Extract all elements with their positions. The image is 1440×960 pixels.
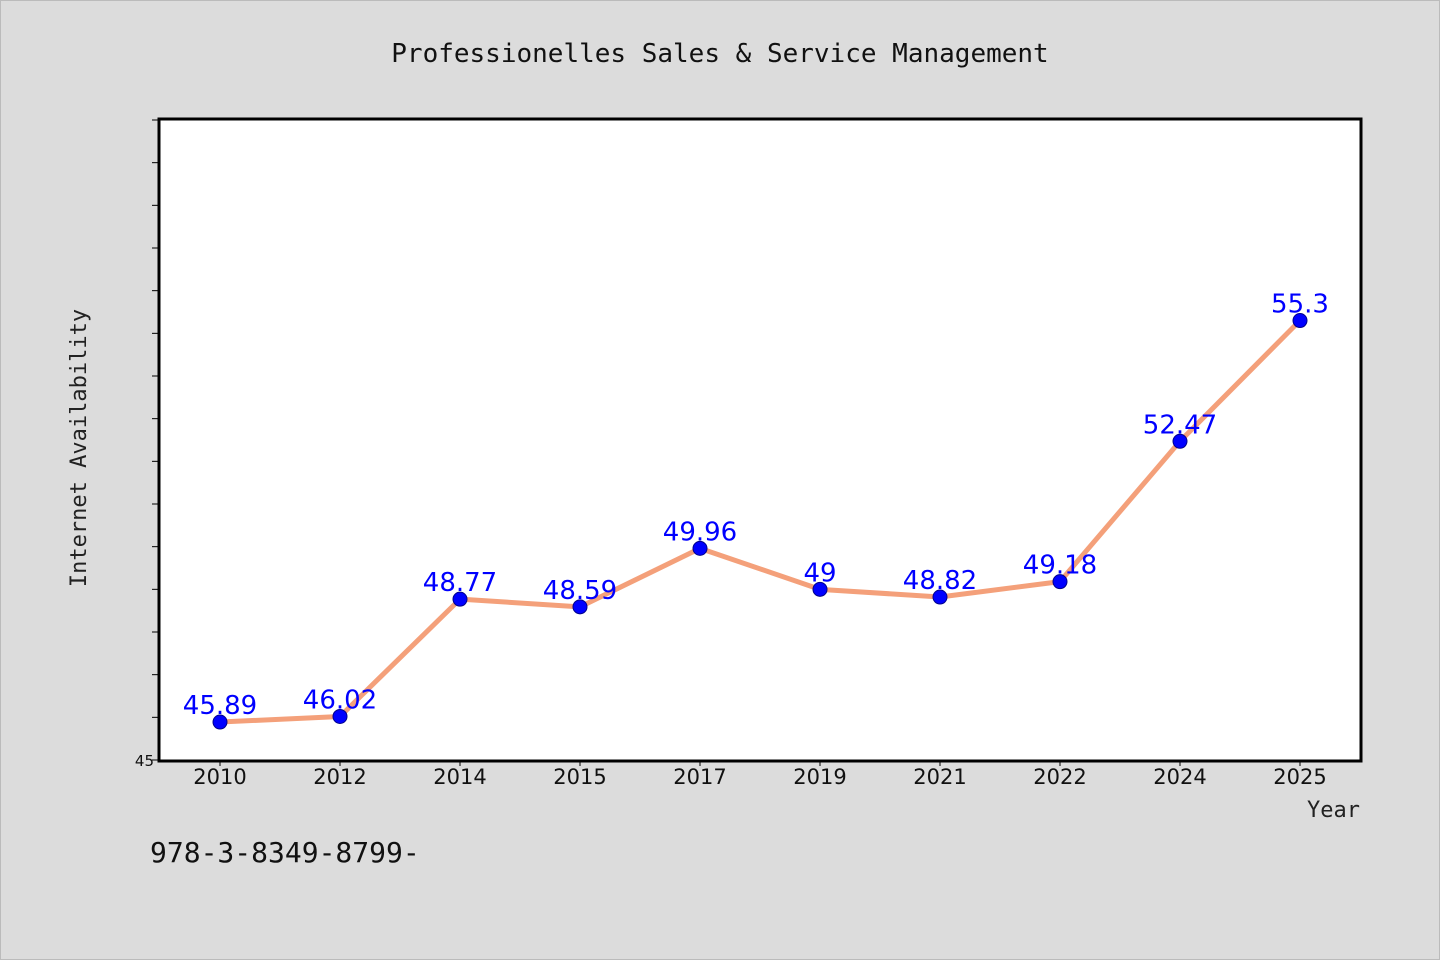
plot-area — [157, 117, 1363, 763]
series-line — [219, 318, 1302, 725]
x-axis-ticks: 2010 2012 2014 2015 2017 2019 2021 2022 2024 2025 — [193, 760, 1327, 789]
data-label: 49.18 — [1023, 551, 1097, 581]
x-tick-label: 2012 — [313, 765, 366, 789]
x-tick-label: 2024 — [1153, 765, 1206, 789]
data-label: 46.02 — [303, 685, 377, 715]
x-tick-label: 2015 — [553, 765, 606, 789]
data-label: 49.96 — [663, 517, 737, 547]
x-tick-label: 2021 — [913, 765, 966, 789]
data-label: 45.89 — [183, 691, 257, 721]
x-axis-title: Year — [1307, 798, 1360, 823]
data-point — [452, 591, 468, 607]
data-point — [572, 599, 588, 615]
data-label: 48.59 — [543, 576, 617, 606]
footer-isbn: 978-3-8349-8799- — [150, 836, 420, 869]
y-axis-ticks: 45 — [135, 119, 160, 770]
x-tick-label: 2025 — [1273, 765, 1326, 789]
data-label: 48.82 — [903, 566, 977, 596]
data-label: 52.47 — [1143, 410, 1217, 440]
data-labels: 45.89 46.02 48.77 48.59 49.96 49 48.82 49.18 52.… — [183, 290, 1329, 721]
data-label: 49 — [803, 558, 836, 588]
y-tick-label: 45 — [135, 752, 154, 770]
chart-title: Professionelles Sales & Service Manageme… — [391, 39, 1048, 69]
data-label: 55.3 — [1271, 290, 1329, 320]
data-point — [1172, 433, 1188, 449]
x-tick-label: 2017 — [673, 765, 726, 789]
data-point — [812, 581, 828, 597]
data-point — [1052, 574, 1068, 590]
data-point — [932, 589, 948, 605]
data-label: 48.77 — [423, 568, 497, 598]
data-point — [332, 708, 348, 724]
data-point — [692, 540, 708, 556]
data-point — [212, 714, 228, 730]
series-markers — [212, 313, 1308, 730]
x-tick-label: 2014 — [433, 765, 486, 789]
x-tick-label: 2010 — [193, 765, 246, 789]
x-tick-label: 2019 — [793, 765, 846, 789]
y-axis-title: Internet Availability — [67, 309, 92, 587]
x-tick-label: 2022 — [1033, 765, 1086, 789]
data-point — [1292, 313, 1308, 329]
